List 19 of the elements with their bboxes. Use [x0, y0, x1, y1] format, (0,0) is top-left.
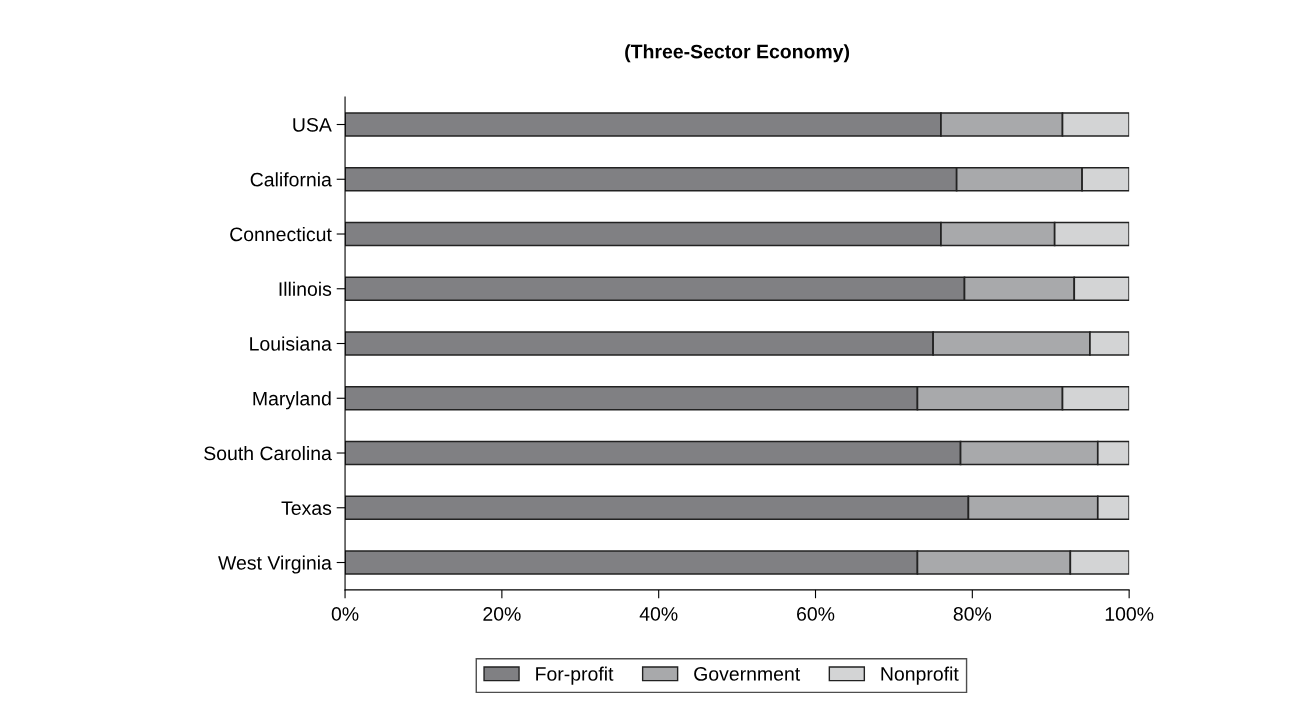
- y-tick-label: USA: [293, 117, 332, 132]
- y-tick-label: South Carolina: [204, 445, 332, 461]
- x-tick-label: 60%: [797, 607, 835, 621]
- y-tick-label: Connecticut: [230, 226, 332, 242]
- y-tick-label: Illinois: [279, 281, 332, 296]
- y-tick-label: Louisiana: [250, 336, 332, 351]
- y-tick-label: California: [250, 172, 332, 187]
- y-tick-label: Texas: [281, 501, 332, 515]
- legend-label: Government: [694, 667, 801, 681]
- legend-label: For-profit: [536, 666, 614, 685]
- x-tick-label: 80%: [953, 607, 992, 621]
- x-tick-label: 100%: [1105, 607, 1154, 621]
- y-tick-label: Maryland: [253, 391, 331, 410]
- chart-title: (Three-Sector Economy): [625, 44, 850, 63]
- x-tick-label: 0%: [331, 607, 359, 621]
- x-tick-label: 40%: [639, 607, 678, 621]
- y-tick-label: West Virginia: [218, 555, 332, 574]
- legend-label: Nonprofit: [881, 666, 959, 685]
- x-tick-label: 20%: [483, 607, 521, 621]
